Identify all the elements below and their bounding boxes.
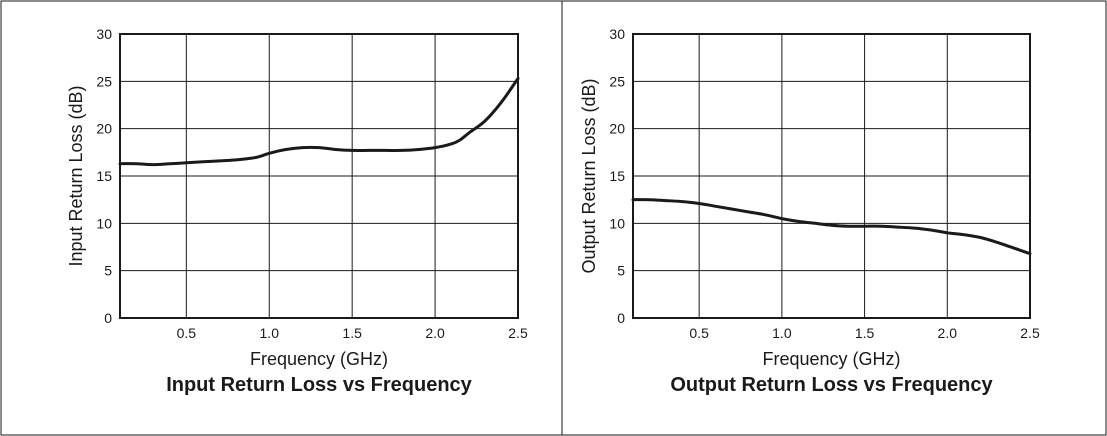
y-tick-label: 30 — [96, 26, 112, 42]
chart-gridlines — [120, 33, 519, 319]
y-tick-label: 25 — [609, 73, 625, 89]
x-tick-label: 2.5 — [1020, 325, 1040, 341]
y-tick-label: 10 — [96, 215, 112, 231]
y-tick-labels: 0 5 10 15 20 25 30 — [96, 26, 112, 326]
y-tick-label: 0 — [617, 310, 625, 326]
y-axis-label: Input Return Loss (dB) — [66, 85, 86, 266]
y-tick-label: 15 — [96, 168, 112, 184]
x-axis-label: Frequency (GHz) — [250, 349, 388, 369]
x-tick-label: 1.5 — [342, 325, 362, 341]
chart-gridlines — [633, 33, 1031, 319]
x-tick-label: 2.5 — [508, 325, 528, 341]
y-tick-label: 5 — [104, 263, 112, 279]
y-tick-label: 20 — [609, 121, 625, 137]
series-line-output-return-loss — [631, 198, 1032, 256]
y-tick-label: 10 — [609, 215, 625, 231]
x-tick-label: 1.0 — [260, 325, 280, 341]
y-tick-label: 15 — [609, 168, 625, 184]
x-tick-label: 0.5 — [689, 325, 709, 341]
plot-area-frame — [119, 33, 519, 319]
y-tick-label: 5 — [617, 263, 625, 279]
plot-area-frame — [632, 33, 1031, 319]
y-tick-label: 30 — [609, 26, 625, 42]
y-tick-label: 0 — [104, 310, 112, 326]
x-tick-label: 1.0 — [772, 325, 792, 341]
x-tick-label: 0.5 — [177, 325, 197, 341]
x-tick-label: 2.0 — [938, 325, 958, 341]
x-tick-label: 2.0 — [425, 325, 445, 341]
x-axis-label: Frequency (GHz) — [762, 349, 900, 369]
chart-title: Output Return Loss vs Frequency — [670, 374, 993, 396]
x-tick-labels: 0.5 1.0 1.5 2.0 2.5 — [689, 325, 1040, 341]
y-tick-labels: 0 5 10 15 20 25 30 — [609, 26, 625, 326]
input-return-loss-chart: 0 5 10 15 20 25 30 0.5 1.0 1.5 2.0 2.5 Input Retur… — [66, 26, 528, 396]
y-axis-label: Output Return Loss (dB) — [579, 78, 599, 273]
x-tick-label: 1.5 — [855, 325, 875, 341]
chart-title: Input Return Loss vs Frequency — [166, 374, 472, 396]
y-tick-label: 25 — [96, 73, 112, 89]
y-tick-label: 20 — [96, 121, 112, 137]
x-tick-labels: 0.5 1.0 1.5 2.0 2.5 — [177, 325, 528, 341]
output-return-loss-chart: 0 5 10 15 20 25 30 0.5 1.0 1.5 2.0 2.5 Output Retu… — [579, 26, 1040, 396]
series-line-input-return-loss — [118, 77, 520, 167]
